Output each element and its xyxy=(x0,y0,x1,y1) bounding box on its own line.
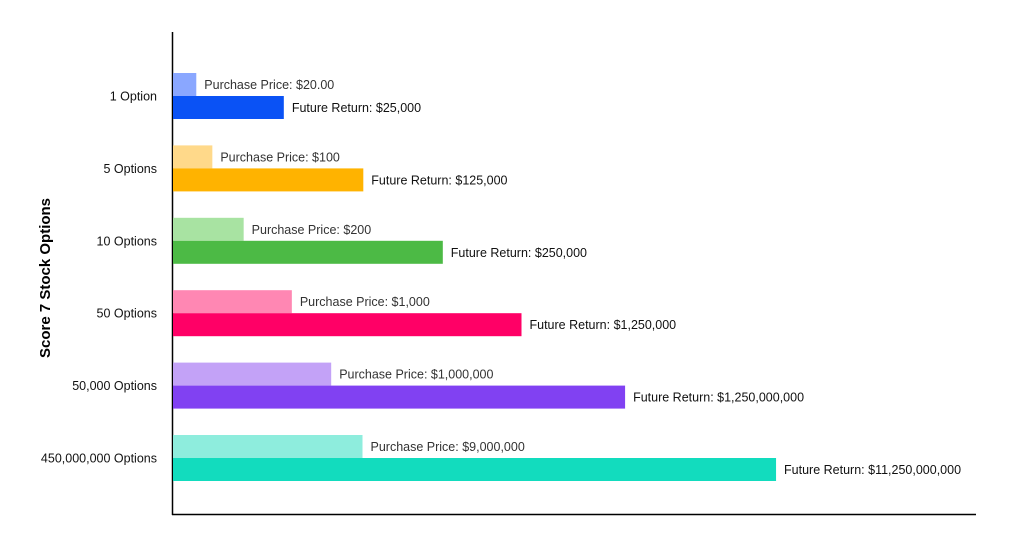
return-data-label: Future Return: $25,000 xyxy=(292,101,421,115)
category-tick-label: 50,000 Options xyxy=(72,379,157,393)
bar-groups: Purchase Price: $20.00 Future Return: $25… xyxy=(41,73,961,481)
return-bar xyxy=(173,96,284,119)
return-data-label: Future Return: $1,250,000,000 xyxy=(633,391,804,405)
category-tick-label: 1 Option xyxy=(110,90,157,104)
category-tick-label: 450,000,000 Options xyxy=(41,452,157,466)
return-data-label: Future Return: $1,250,000 xyxy=(530,318,677,332)
return-data-label: Future Return: $250,000 xyxy=(451,246,587,260)
purchase-bar xyxy=(173,73,197,96)
return-data-label: Future Return: $11,250,000,000 xyxy=(784,463,961,477)
return-bar xyxy=(173,313,522,337)
return-data-label: Future Return: $125,000 xyxy=(371,173,507,187)
purchase-data-label: Purchase Price: $20.00 xyxy=(204,78,334,92)
return-bar xyxy=(173,458,777,481)
purchase-data-label: Purchase Price: $1,000 xyxy=(300,295,430,309)
purchase-bar xyxy=(173,435,363,458)
return-bar xyxy=(173,385,626,409)
purchase-bar xyxy=(173,217,244,241)
category-tick-label: 50 Options xyxy=(97,307,157,321)
category-tick-label: 5 Options xyxy=(103,162,157,176)
purchase-bar xyxy=(173,290,292,314)
y-axis-title: Score 7 Stock Options xyxy=(37,198,54,358)
return-bar xyxy=(173,168,364,192)
category-tick-label: 10 Options xyxy=(97,234,157,248)
purchase-data-label: Purchase Price: $1,000,000 xyxy=(339,368,493,382)
return-bar xyxy=(173,240,443,264)
purchase-data-label: Purchase Price: $9,000,000 xyxy=(371,440,525,454)
purchase-bar xyxy=(173,145,213,169)
purchase-bar xyxy=(173,362,332,386)
purchase-data-label: Purchase Price: $200 xyxy=(252,223,372,237)
purchase-data-label: Purchase Price: $100 xyxy=(220,150,340,164)
